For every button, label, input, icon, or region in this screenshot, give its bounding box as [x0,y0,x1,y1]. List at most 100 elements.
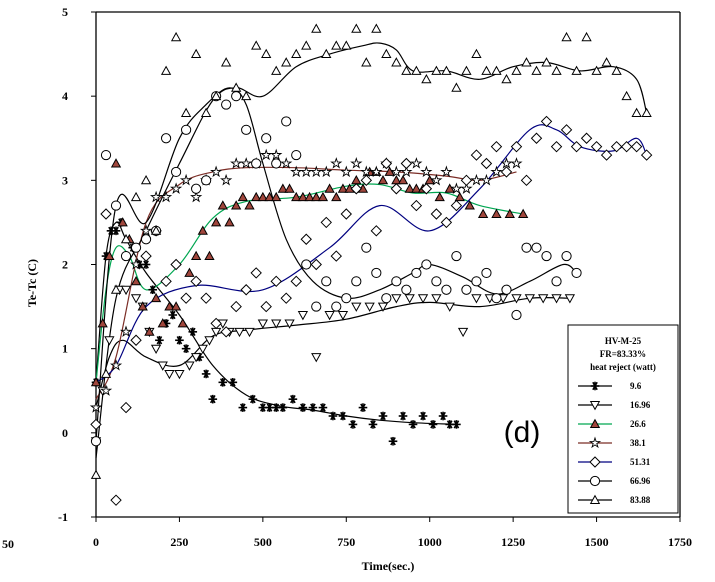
data-point [500,157,513,169]
data-point [491,208,502,218]
data-point [518,208,529,218]
fit-line-26.6 [95,183,524,383]
data-point [520,174,533,187]
data-point [168,310,178,320]
data-point [601,57,612,67]
data-point [170,258,182,271]
data-point [377,175,389,185]
y-tick-label: -1 [58,510,68,524]
data-point [570,140,583,153]
data-point [561,31,572,42]
data-point [440,216,453,229]
legend-marker [589,401,601,411]
data-point [524,294,535,304]
legend: HV-M-25 FR=83.33% heat reject (watt) 9.6… [567,324,679,514]
data-point [130,276,142,286]
data-point [200,292,212,304]
data-point [110,158,122,168]
data-point [119,325,133,338]
data-point [380,157,393,170]
data-point [271,158,282,169]
data-point [201,369,211,379]
data-point [177,318,188,328]
data-point [90,436,102,447]
data-point [99,384,113,396]
data-point [164,369,175,380]
data-point [571,267,582,279]
data-point [337,311,349,321]
data-point [411,183,422,193]
data-point [470,149,483,161]
data-point [454,191,465,202]
data-point [100,368,112,378]
data-point [90,377,102,387]
x-axis-title: Time(sec.) [362,559,415,573]
data-point [361,242,372,253]
data-point [331,40,342,50]
data-point [428,420,438,429]
data-point [261,133,272,144]
data-point [351,23,362,33]
data-point [90,418,102,431]
data-point [250,267,262,279]
data-point [311,191,322,202]
data-point [278,403,288,412]
data-point [120,401,132,414]
data-point [257,319,269,329]
data-point [301,259,312,270]
data-point [190,353,202,363]
data-point [197,344,208,354]
data-point [271,191,282,202]
data-point [180,107,192,117]
data-point [204,250,215,261]
data-point [231,200,242,210]
data-point [221,99,232,110]
data-point [311,23,322,33]
x-tick-label: 0 [93,535,99,549]
data-point [431,294,442,304]
data-point [251,191,262,202]
fit-line-9.6 [95,221,457,425]
data-point [170,31,182,42]
data-point [281,57,292,67]
data-point [551,276,562,287]
data-markers [89,23,653,506]
data-point [297,311,309,321]
data-point [248,394,258,404]
data-point [100,208,112,220]
data-point [450,182,463,194]
data-point [338,411,348,421]
data-point [460,174,473,187]
data-point [610,140,623,153]
data-point [310,258,322,271]
data-point [551,294,562,304]
data-point [600,149,613,161]
data-point [140,175,152,185]
data-point [149,190,163,203]
data-point [404,294,415,304]
data-point [234,327,245,338]
data-point [631,107,642,117]
data-point [350,183,363,195]
data-point [179,173,193,186]
fit-line-83.88 [95,42,648,459]
x-tick-label: 1750 [668,535,692,549]
data-point [420,165,433,178]
data-point [120,285,132,296]
data-point [181,344,191,353]
data-point [510,140,523,153]
data-point [337,183,349,193]
legend-marker [588,436,602,449]
data-point [190,48,202,59]
data-point [444,302,455,312]
data-point [271,403,281,412]
data-point [231,91,242,102]
data-point [621,90,632,101]
data-point [324,311,335,321]
data-point [390,183,403,195]
data-point [361,57,372,67]
data-point [510,157,523,169]
data-point [464,200,475,210]
data-point [261,48,272,59]
